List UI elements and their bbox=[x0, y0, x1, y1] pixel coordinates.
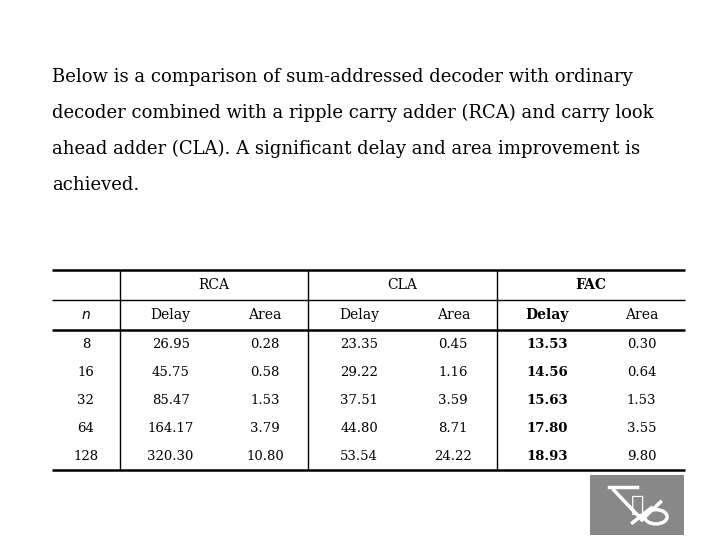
Text: 26.95: 26.95 bbox=[152, 338, 189, 350]
Text: 164.17: 164.17 bbox=[148, 422, 194, 435]
Text: 0.45: 0.45 bbox=[438, 338, 468, 350]
Text: ahead adder (CLA). A significant delay and area improvement is: ahead adder (CLA). A significant delay a… bbox=[52, 140, 640, 158]
Text: CLA: CLA bbox=[387, 278, 418, 292]
Text: FAC: FAC bbox=[575, 278, 606, 292]
Text: 9.80: 9.80 bbox=[627, 449, 657, 462]
Text: Delay: Delay bbox=[339, 308, 379, 322]
Text: 🔬: 🔬 bbox=[631, 495, 644, 515]
Text: 16: 16 bbox=[78, 366, 94, 379]
Text: Delay: Delay bbox=[150, 308, 191, 322]
Text: Below is a comparison of sum-addressed decoder with ordinary: Below is a comparison of sum-addressed d… bbox=[52, 68, 633, 86]
Text: 44.80: 44.80 bbox=[341, 422, 378, 435]
Text: Area: Area bbox=[625, 308, 658, 322]
Text: 8.71: 8.71 bbox=[438, 422, 468, 435]
Text: achieved.: achieved. bbox=[52, 176, 139, 194]
Text: 18.93: 18.93 bbox=[527, 449, 568, 462]
Text: $n$: $n$ bbox=[81, 308, 91, 322]
Text: 0.64: 0.64 bbox=[627, 366, 657, 379]
Text: 8: 8 bbox=[82, 338, 90, 350]
Text: 21: 21 bbox=[665, 506, 685, 520]
Text: 1.53: 1.53 bbox=[250, 394, 279, 407]
Text: 45.75: 45.75 bbox=[152, 366, 189, 379]
Text: 29.22: 29.22 bbox=[340, 366, 378, 379]
Text: 3.59: 3.59 bbox=[438, 394, 468, 407]
Text: 64: 64 bbox=[78, 422, 94, 435]
Text: 24.22: 24.22 bbox=[434, 449, 472, 462]
Text: RCA: RCA bbox=[199, 278, 230, 292]
Text: 0.58: 0.58 bbox=[250, 366, 279, 379]
Text: decoder combined with a ripple carry adder (RCA) and carry look: decoder combined with a ripple carry add… bbox=[52, 104, 654, 122]
Text: 1.53: 1.53 bbox=[627, 394, 657, 407]
Text: 53.54: 53.54 bbox=[340, 449, 378, 462]
Text: 10.80: 10.80 bbox=[246, 449, 284, 462]
Text: 1.16: 1.16 bbox=[438, 366, 468, 379]
Text: 0.28: 0.28 bbox=[250, 338, 279, 350]
Text: 14.56: 14.56 bbox=[526, 366, 568, 379]
Text: 320.30: 320.30 bbox=[148, 449, 194, 462]
Text: Area: Area bbox=[436, 308, 470, 322]
Text: 13.53: 13.53 bbox=[527, 338, 568, 350]
Text: 37.51: 37.51 bbox=[340, 394, 378, 407]
Text: 3.79: 3.79 bbox=[250, 422, 280, 435]
Text: 15.63: 15.63 bbox=[526, 394, 568, 407]
Text: 23.35: 23.35 bbox=[340, 338, 378, 350]
Text: 3.55: 3.55 bbox=[627, 422, 657, 435]
Text: 17.80: 17.80 bbox=[527, 422, 568, 435]
Text: Area: Area bbox=[248, 308, 282, 322]
Text: Delay: Delay bbox=[526, 308, 570, 322]
Text: 85.47: 85.47 bbox=[152, 394, 189, 407]
Text: 0.30: 0.30 bbox=[627, 338, 657, 350]
Text: 32: 32 bbox=[78, 394, 94, 407]
Text: 128: 128 bbox=[73, 449, 99, 462]
